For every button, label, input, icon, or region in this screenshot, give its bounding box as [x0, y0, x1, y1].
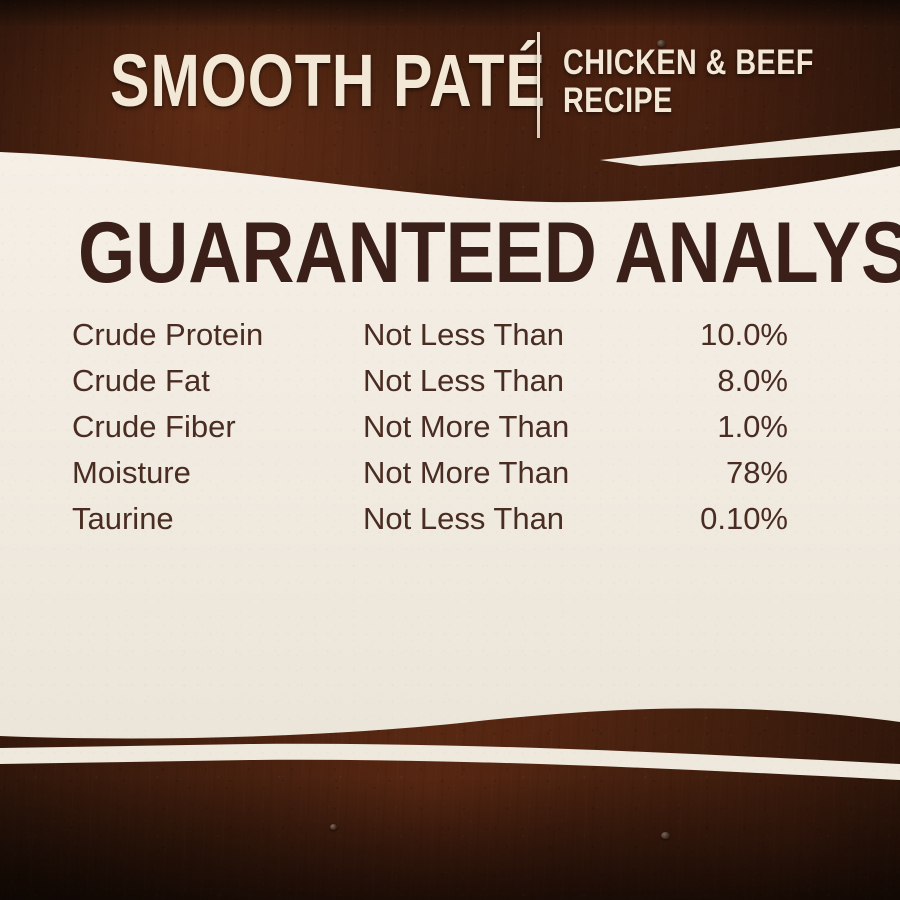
table-row: Crude Protein Not Less Than 10.0% — [72, 312, 788, 358]
cream-wedge-bottom — [0, 743, 900, 780]
wood-plank-shadow-bottom — [0, 780, 900, 900]
recipe-name: CHICKEN & BEEF RECIPE — [563, 44, 814, 120]
cream-main-panel — [0, 152, 900, 739]
qualifier-label: Not Less Than — [363, 317, 565, 352]
nutrient-label: Crude Protein — [72, 317, 264, 352]
nutrient-value: 10.0% — [700, 317, 788, 352]
title-divider-rule — [537, 32, 540, 138]
table-row: Crude Fiber Not More Than 1.0% — [72, 404, 788, 450]
nutrient-label: Crude Fiber — [72, 409, 236, 444]
nail-head-icon — [661, 832, 670, 839]
nutrient-label: Crude Fat — [72, 363, 210, 398]
table-row: Crude Fat Not Less Than 8.0% — [72, 358, 788, 404]
wood-plank-shadow-top — [0, 0, 900, 26]
nutrient-value: 8.0% — [717, 363, 788, 398]
guaranteed-analysis-table: Crude Protein Not Less Than 10.0% Crude … — [72, 312, 788, 542]
nutrient-value: 78% — [725, 455, 788, 490]
nutrient-label: Taurine — [72, 501, 174, 536]
qualifier-label: Not More Than — [363, 455, 570, 490]
nutrient-label: Moisture — [72, 455, 191, 490]
recipe-line-2: RECIPE — [563, 81, 673, 120]
nail-head-icon — [657, 40, 666, 47]
nutrient-value: 1.0% — [717, 409, 788, 444]
nutrient-value: 0.10% — [700, 501, 788, 536]
cream-wedge-top-right — [600, 128, 900, 166]
recipe-line-1: CHICKEN & BEEF — [563, 43, 814, 82]
qualifier-label: Not More Than — [363, 409, 570, 444]
analysis-table-body: Crude Protein Not Less Than 10.0% Crude … — [72, 312, 788, 542]
nail-head-icon — [330, 824, 337, 830]
page-title: GUARANTEED ANALYSIS — [78, 205, 900, 301]
qualifier-label: Not Less Than — [363, 363, 565, 398]
table-row: Moisture Not More Than 78% — [72, 450, 788, 496]
brand-title: SMOOTH PATÉ — [110, 39, 546, 122]
table-row: Taurine Not Less Than 0.10% — [72, 496, 788, 542]
qualifier-label: Not Less Than — [363, 501, 565, 536]
header-band: SMOOTH PATÉ CHICKEN & BEEF RECIPE — [0, 0, 900, 150]
